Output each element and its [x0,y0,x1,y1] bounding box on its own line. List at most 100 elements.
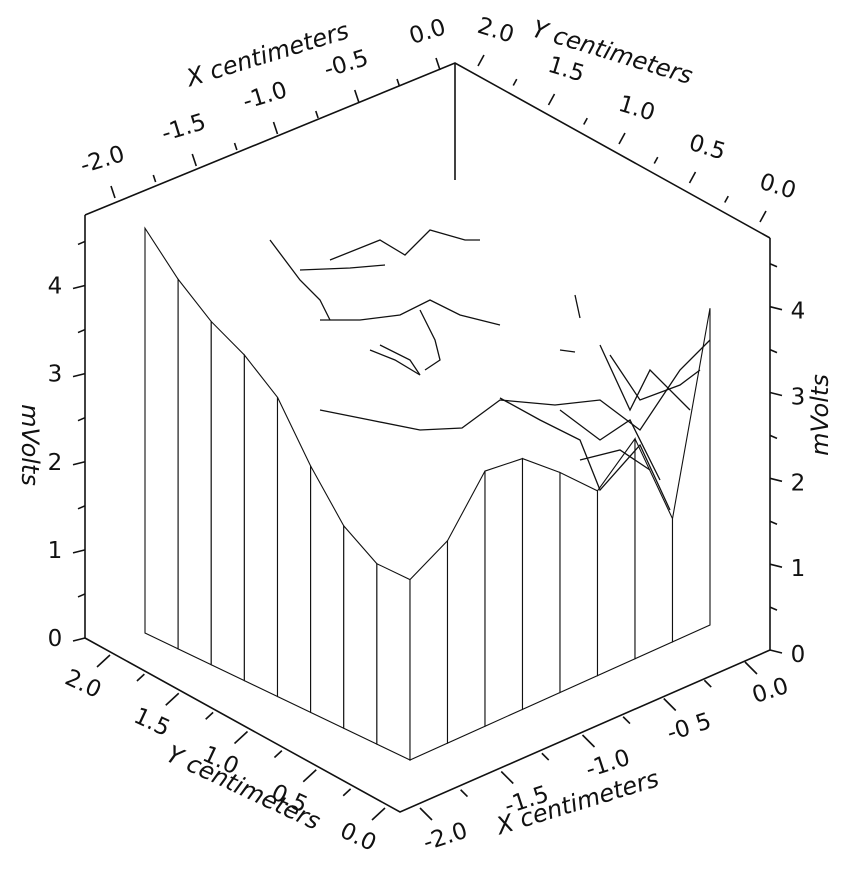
right-z-tick [769,305,783,311]
top-left-tick-label: -2.0 [77,141,128,179]
top-left-tick-label: -1.5 [159,109,210,147]
right-z-axis-title: mVolts [806,374,834,456]
top-left-tick [396,78,401,87]
top-back-edges [84,62,771,239]
bottom-left-tick-label: 2.0 [61,665,105,704]
bottom-right-tick [460,789,469,798]
bottom-left-tick [233,730,249,745]
bottom-right-tick-label: -0 5 [664,708,715,747]
right-z-tick [769,520,778,525]
top-right-tick [477,54,485,67]
top-left-tick [353,89,360,103]
bottom-left-tick [371,807,386,821]
top-right-tick [759,210,767,223]
surface-left-panel [177,277,212,666]
left-z-tick [72,637,86,642]
plot-frame [72,54,783,821]
surface-fragment-line [269,239,331,321]
top-right-tick [688,171,697,184]
surface-left-panel [210,320,245,682]
base-front-edges [84,637,771,813]
top-right-tick [618,132,626,145]
bottom-right-tick [744,661,758,675]
right-z-tick-label: 4 [791,299,806,325]
surface-right-panel [671,308,711,643]
right-z-tick [769,477,783,483]
right-z-tick [769,606,778,611]
right-z-tick [769,649,783,654]
top-right-tick [653,156,659,164]
bottom-left-tick [302,769,317,783]
surface-fragment-line [419,309,441,371]
bottom-right-tick [541,752,550,761]
top-right-tick [547,93,556,106]
bottom-right-tick [622,716,631,725]
right-z-tick [769,348,778,354]
surface-left-panel [243,353,279,698]
surface-right-panel [409,539,449,761]
top-left-tick [233,142,238,151]
surface-right-panel [559,471,599,694]
top-left-tick-label: -1.0 [240,77,291,115]
left-z-tick [77,593,86,598]
surface-left-panel [376,562,411,761]
top-left-tick [272,121,279,135]
surface-ridge-line [319,339,711,431]
left-z-tick [77,240,86,246]
bottom-right-tick [663,697,677,712]
surface-fragment-line [329,229,480,261]
right-z-tick [769,434,778,440]
top-left-tick [191,153,198,167]
left-z-axis-title: mVolts [16,404,44,486]
right-z-tick [769,391,783,397]
top-left-tick [435,57,441,71]
bottom-right-tick-label: -2.0 [420,818,471,857]
top-right-tick [583,117,588,125]
surface-mesh-line [599,344,691,412]
surface-left-panel [276,397,312,714]
right-z-tick [769,563,783,568]
top-left-tick-label: 0.0 [406,14,449,50]
surface-fragment-line [320,299,501,326]
left-z-tick [77,328,86,334]
right-z-tick [769,263,778,268]
bottom-left-tick [205,711,214,720]
top-left-tick [152,174,157,183]
left-z-tick [72,372,86,378]
surface-right-panel [446,470,486,744]
surface-left-panel [343,524,378,745]
left-z-tick-label: 3 [48,362,63,388]
bottom-left-tick [342,788,352,797]
surface-fragment-line [369,344,421,376]
surface-fragment-line [574,294,581,319]
top-right-tick-label: 0.5 [686,130,729,166]
left-z-tick [77,416,86,422]
surface-fragment-line [299,264,386,271]
bottom-left-tick [96,654,111,668]
left-z-tick [72,460,86,466]
surface-mesh-line [579,449,651,471]
surface-right-panel [484,457,524,728]
bottom-right-tick [703,679,712,688]
right-z-tick-label: 2 [791,470,806,496]
top-right-tick-label: 0.0 [756,169,799,205]
bottom-right-tick-label: 0.0 [749,673,792,709]
bottom-left-tick [273,750,283,759]
surface-fragment-line [559,349,576,353]
bottom-left-tick-label: 0.0 [336,818,380,857]
left-z-tick-label: 1 [48,538,63,564]
right-z-tick-label: 0 [791,642,806,668]
bottom-left-axis-title: Y centimeters [162,740,324,836]
top-right-tick [724,195,729,203]
surface-right-panel [596,437,636,677]
top-left-tick [110,185,116,199]
left-z-tick-label: 0 [48,626,63,652]
left-z-tick-label: 2 [48,450,63,476]
bottom-left-tick-label: 1.5 [130,703,174,742]
left-z-tick-label: 4 [48,274,63,300]
surface-mesh [144,226,711,761]
surface-right-panel [521,457,561,711]
bottom-right-tick [500,770,514,785]
bottom-right-tick [581,734,596,748]
